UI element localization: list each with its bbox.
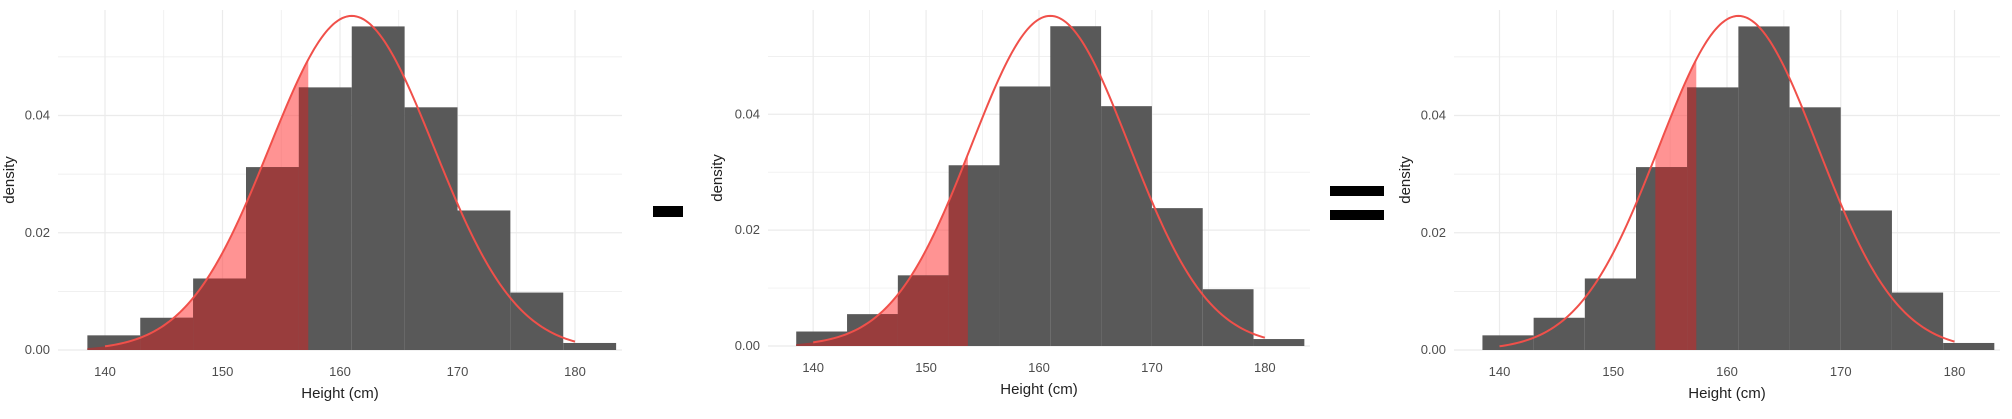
x-tick-label: 140 — [94, 364, 116, 379]
shaded-bar-overlap — [193, 278, 246, 350]
x-tick-label: 160 — [329, 364, 351, 379]
y-tick-label: 0.02 — [1421, 225, 1446, 240]
x-tick-label: 150 — [1602, 364, 1624, 379]
shaded-bar-overlap — [140, 317, 194, 350]
histogram-bar — [1584, 278, 1636, 350]
normal-curve — [1499, 14, 1955, 348]
chart-panel-1: 140 150 160 170 180 0.00 0.02 0.04 Height (cm) de… — [1, 10, 622, 402]
histogram-bar — [999, 86, 1051, 346]
x-tick-label: 180 — [1944, 364, 1966, 379]
x-tick-label: 170 — [1141, 360, 1163, 375]
y-tick-label: 0.04 — [25, 108, 50, 123]
equals-bar-top — [1330, 186, 1384, 196]
normal-curve — [813, 14, 1266, 344]
x-axis-label: Height (cm) — [1688, 385, 1766, 402]
x-tick-label: 170 — [1830, 364, 1852, 379]
y-axis-label: density — [1397, 156, 1414, 204]
x-axis-label: Height (cm) — [301, 385, 379, 402]
shaded-bar-overlap — [298, 87, 309, 351]
y-axis-label: density — [1, 156, 18, 204]
shaded-bar-overlap — [87, 337, 141, 350]
x-tick-label: 180 — [1254, 360, 1276, 375]
y-axis-label: density — [709, 154, 726, 202]
x-tick-label: 170 — [447, 364, 469, 379]
x-axis-label: Height (cm) — [1000, 381, 1078, 398]
x-tick-label: 150 — [212, 364, 234, 379]
histogram-bar — [563, 342, 617, 350]
histogram-bar — [351, 26, 405, 351]
shaded-bar-overlap — [1655, 167, 1688, 350]
histogram-bar — [1789, 107, 1841, 350]
equals-operator — [1330, 186, 1384, 220]
y-tick-label: 0.00 — [1421, 342, 1446, 357]
shaded-bar-overlap — [847, 314, 898, 346]
histogram-bar — [1050, 26, 1102, 346]
histogram-bar — [1738, 26, 1790, 351]
shaded-bar-overlap — [796, 333, 848, 346]
histogram-bar — [1101, 106, 1152, 346]
shaded-bar-overlap — [246, 167, 299, 350]
x-tick-label: 160 — [1028, 360, 1050, 375]
y-tick-label: 0.00 — [735, 338, 760, 353]
chart-panel-2: 140 150 160 170 180 0.00 0.02 0.04 Height (cm) de… — [709, 10, 1310, 398]
histogram-bar — [1891, 292, 1944, 350]
x-tick-label: 180 — [564, 364, 586, 379]
minus-operator — [653, 206, 683, 217]
y-tick-label: 0.04 — [1421, 108, 1446, 123]
histogram-bar — [457, 210, 511, 350]
histogram-bar — [1482, 335, 1534, 350]
y-tick-label: 0.02 — [25, 225, 50, 240]
x-tick-label: 150 — [915, 360, 937, 375]
histogram-bar — [1840, 210, 1892, 350]
histogram-bar — [1151, 208, 1203, 346]
equals-bar-bottom — [1330, 210, 1384, 220]
histogram-bar — [510, 292, 564, 350]
shaded-bar-overlap — [1687, 87, 1697, 351]
y-tick-label: 0.02 — [735, 222, 760, 237]
histogram-bar — [404, 107, 458, 350]
x-tick-label: 160 — [1716, 364, 1738, 379]
y-tick-label: 0.00 — [25, 342, 50, 357]
x-tick-label: 140 — [1489, 364, 1511, 379]
shaded-bar-overlap — [897, 275, 949, 346]
histogram-bar — [1943, 342, 1995, 350]
shaded-bar-overlap — [948, 165, 968, 346]
y-tick-label: 0.04 — [735, 106, 760, 121]
x-tick-label: 140 — [802, 360, 824, 375]
normal-curve — [104, 14, 576, 348]
chart-panel-3: 140 150 160 170 180 0.00 0.02 0.04 Height (cm) de… — [1397, 10, 2000, 402]
histogram-bar — [1253, 339, 1305, 346]
histogram-bar — [1202, 289, 1254, 346]
